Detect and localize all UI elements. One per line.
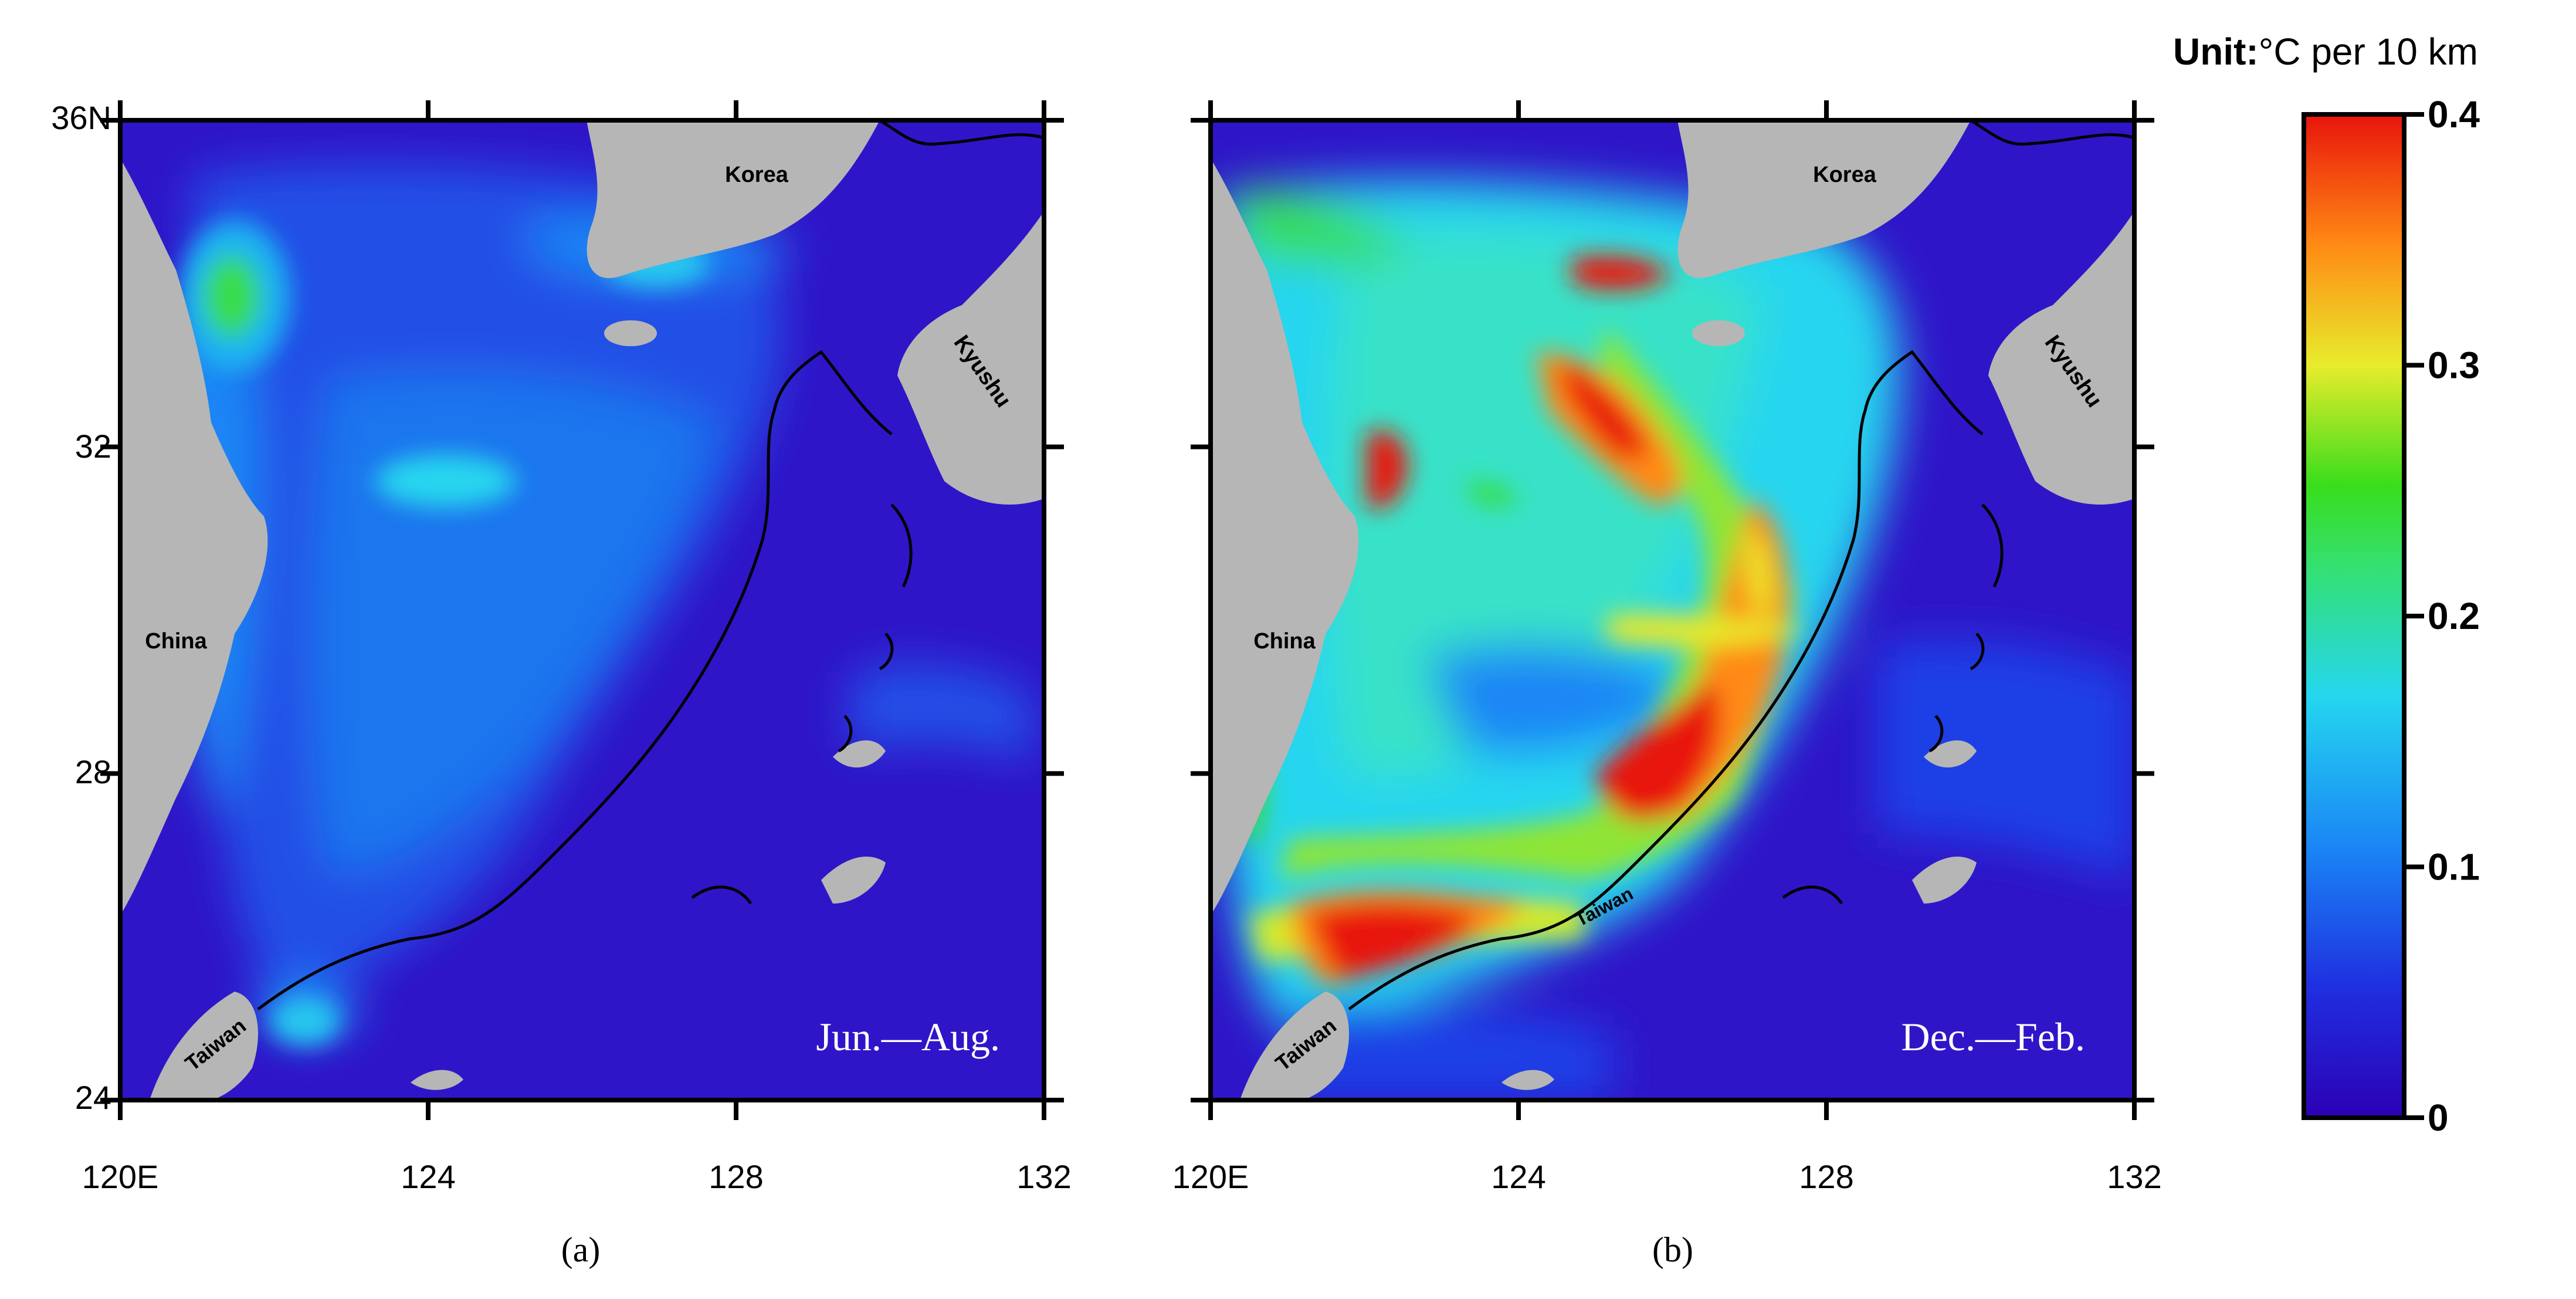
season-label-b: Dec.—Feb. — [1902, 1014, 2085, 1059]
panel-b — [1208, 118, 2137, 1102]
lon-label-b-120: 120E — [1172, 1158, 1249, 1195]
land-label-korea-b: Korea — [1813, 163, 1877, 187]
colorbar-ramp — [2302, 112, 2406, 1120]
colorbar-ticks: 0.4 0.3 0.2 0.1 0 — [2404, 93, 2480, 1139]
colorbar-tick-label-2: 0.2 — [2428, 595, 2480, 637]
colorbar-tick-label-3: 0.1 — [2428, 846, 2480, 888]
panel-a — [118, 118, 1046, 1102]
colorbar-tick-label-4: 0 — [2428, 1097, 2449, 1139]
colorbar-unit-label: Unit: — [2173, 31, 2259, 73]
lon-label-a-128: 128 — [709, 1158, 763, 1195]
lon-label-a-124: 124 — [401, 1158, 455, 1195]
colorbar: Unit:°C per 10 km 0.4 0.3 0.2 0.1 0 — [2173, 31, 2480, 1139]
lon-label-a-120: 120E — [82, 1158, 159, 1195]
land-label-korea-a: Korea — [725, 163, 789, 187]
lat-label-32: 32 — [75, 428, 111, 465]
lat-label-28: 28 — [75, 753, 111, 790]
panel-a-field — [120, 120, 1044, 1100]
land-label-china-a: China — [145, 629, 207, 654]
season-label-a: Jun.—Aug. — [816, 1014, 1000, 1059]
lon-label-b-132: 132 — [2107, 1158, 2161, 1195]
lat-label-36: 36N — [51, 99, 111, 136]
lon-label-b-124: 124 — [1491, 1158, 1545, 1195]
lon-label-a-132: 132 — [1016, 1158, 1071, 1195]
lat-label-24: 24 — [75, 1079, 111, 1116]
panel-caption-a: (a) — [561, 1230, 601, 1269]
colorbar-unit-text: °C per 10 km — [2259, 31, 2478, 73]
colorbar-tick-label-0: 0.4 — [2428, 93, 2480, 136]
panel-caption-b: (b) — [1652, 1230, 1693, 1269]
panel-b-field — [1211, 120, 2134, 1100]
axis-ticks — [100, 100, 2154, 1120]
land-label-china-b: China — [1253, 629, 1316, 654]
lon-label-b-128: 128 — [1799, 1158, 1853, 1195]
colorbar-tick-label-1: 0.3 — [2428, 344, 2480, 387]
colorbar-unit: Unit:°C per 10 km — [2173, 31, 2478, 73]
